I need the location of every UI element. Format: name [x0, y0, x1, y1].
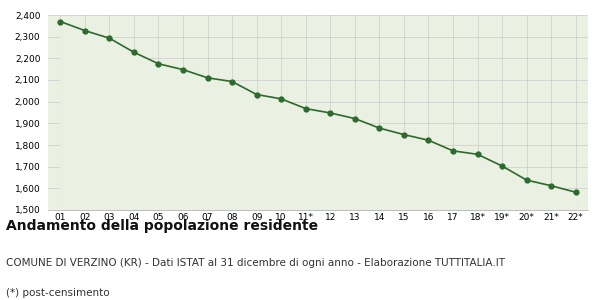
Text: (*) post-censimento: (*) post-censimento [6, 288, 110, 298]
Text: Andamento della popolazione residente: Andamento della popolazione residente [6, 219, 318, 233]
Text: COMUNE DI VERZINO (KR) - Dati ISTAT al 31 dicembre di ogni anno - Elaborazione T: COMUNE DI VERZINO (KR) - Dati ISTAT al 3… [6, 258, 505, 268]
